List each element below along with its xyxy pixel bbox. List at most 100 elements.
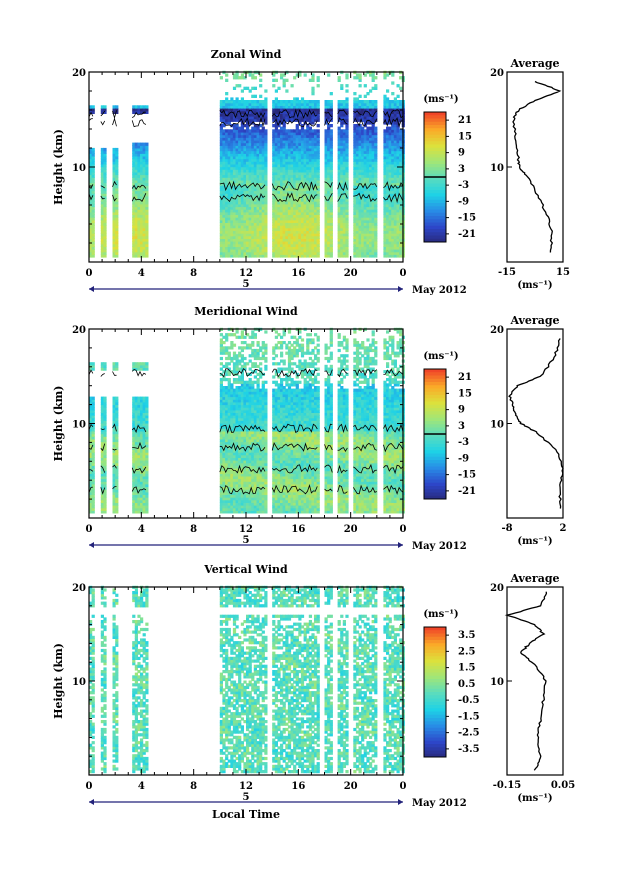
colorbar-segment <box>424 646 446 651</box>
colorbar-segment <box>424 196 446 201</box>
colorbar-segment <box>424 633 446 638</box>
panel-1: Zonal Wind 10 20 Height (km) 0 4 8 12 16 20 0 5 May … <box>52 48 570 296</box>
colorbar-segment <box>424 495 446 500</box>
colorbar-segment <box>424 630 446 634</box>
x-tick-label: 0 <box>86 524 93 535</box>
colorbar-segment <box>424 430 446 435</box>
colorbar-unit: (ms⁻¹) <box>423 351 458 362</box>
colorbar-segment <box>424 424 446 428</box>
colorbar-segment <box>424 385 446 389</box>
colorbar-segment <box>424 672 446 677</box>
colorbar-segment <box>424 216 446 220</box>
x-tick-label: 4 <box>138 524 145 535</box>
colorbar-unit: (ms⁻¹) <box>423 94 458 105</box>
colorbar-segment <box>424 147 446 152</box>
colorbar-segment <box>424 482 446 487</box>
colorbar-segment <box>424 160 446 165</box>
colorbar-segment <box>424 649 446 654</box>
average-y-tick-label: 10 <box>490 420 504 431</box>
x-tick-label: 16 <box>291 781 305 792</box>
colorbar-tick-label: 3.5 <box>458 630 475 641</box>
colorbar-segment <box>424 144 446 149</box>
colorbar-segment <box>424 753 446 758</box>
colorbar-segment <box>424 232 446 236</box>
colorbar-segment <box>424 421 446 425</box>
colorbar-segment <box>424 434 446 438</box>
colorbar-segment <box>424 659 446 664</box>
x-tick-label: 8 <box>190 268 197 279</box>
colorbar-segment <box>424 212 446 217</box>
colorbar-segment <box>424 115 446 119</box>
colorbar-segment <box>424 154 446 158</box>
average-y-tick-label: 10 <box>490 677 504 688</box>
month-label: May 2012 <box>412 285 467 296</box>
colorbar-segment <box>424 643 446 647</box>
colorbar-tick-label: -3.5 <box>458 744 480 755</box>
colorbar-segment <box>424 662 446 667</box>
date-axis-arrow-left <box>89 542 94 548</box>
y-tick-label: 10 <box>72 677 86 688</box>
colorbar-tick-label: 0.5 <box>458 679 475 690</box>
average-x-tick-label: 0.05 <box>551 780 575 791</box>
colorbar-segment <box>424 711 446 716</box>
heatmap-cells <box>89 585 405 774</box>
colorbar-segment <box>424 714 446 719</box>
colorbar-segment <box>424 486 446 490</box>
colorbar-segment <box>424 724 446 729</box>
colorbar-segment <box>424 164 446 168</box>
x-tick-label: 4 <box>138 268 145 279</box>
average-y-tick-label: 20 <box>490 325 504 336</box>
colorbar-segment <box>424 235 446 240</box>
colorbar-segment <box>424 460 446 464</box>
colorbar-segment <box>424 473 446 477</box>
colorbar-segment <box>424 456 446 461</box>
average-profile: Average 10 20 -0.15 0.05 (ms⁻¹) <box>490 572 575 804</box>
x-tick-label: 0 <box>400 524 407 535</box>
x-tick-label: 8 <box>190 524 197 535</box>
colorbar-segment <box>424 414 446 419</box>
colorbar-segment <box>424 740 446 745</box>
y-tick-label: 20 <box>72 325 86 336</box>
average-profile-line <box>504 591 548 771</box>
panel-title: Meridional Wind <box>194 305 298 318</box>
colorbar-segment <box>424 669 446 673</box>
average-profile: Average 10 20 -8 2 (ms⁻¹) <box>490 314 566 547</box>
colorbar-segment <box>424 443 446 448</box>
average-profile-line <box>508 338 564 509</box>
x-tick-label: 12 <box>239 524 253 535</box>
colorbar-tick-label: 3 <box>458 421 465 432</box>
average-x-label: (ms⁻¹) <box>517 793 552 804</box>
colorbar-segment <box>424 734 446 738</box>
date-axis-arrow-right <box>398 799 403 805</box>
colorbar-segment <box>424 369 446 373</box>
colorbar-segment <box>424 440 446 445</box>
colorbar-segment <box>424 180 446 184</box>
colorbar-segment <box>424 437 446 441</box>
colorbar-tick-label: -1.5 <box>458 711 480 722</box>
panel-3: Vertical Wind 10 20 Height (km) 0 4 8 12 16 20 0 5 M… <box>52 563 575 821</box>
y-axis-label: Height (km) <box>52 386 65 462</box>
colorbar-segment <box>424 225 446 230</box>
colorbar-segment <box>424 183 446 188</box>
colorbar-segment <box>424 138 446 142</box>
colorbar-segment <box>424 190 446 194</box>
colorbar-segment <box>424 489 446 493</box>
average-x-tick-label: -15 <box>498 267 516 278</box>
colorbar-segment <box>424 708 446 712</box>
colorbar-segment <box>424 134 446 139</box>
colorbar-segment <box>424 222 446 227</box>
colorbar-segment <box>424 372 446 376</box>
month-label: May 2012 <box>412 541 467 552</box>
colorbar-tick-label: 2.5 <box>458 646 475 657</box>
colorbar-segment <box>424 627 446 631</box>
colorbar-segment <box>424 206 446 210</box>
x-tick-label: 8 <box>190 781 197 792</box>
colorbar-tick-label: 1.5 <box>458 663 475 674</box>
date-axis-arrow-left <box>89 799 94 805</box>
colorbar-segment <box>424 727 446 732</box>
colorbar-segment <box>424 173 446 178</box>
colorbar-tick-label: 21 <box>458 372 472 383</box>
x-tick-label: 20 <box>344 524 358 535</box>
colorbar-tick-label: -0.5 <box>458 695 480 706</box>
